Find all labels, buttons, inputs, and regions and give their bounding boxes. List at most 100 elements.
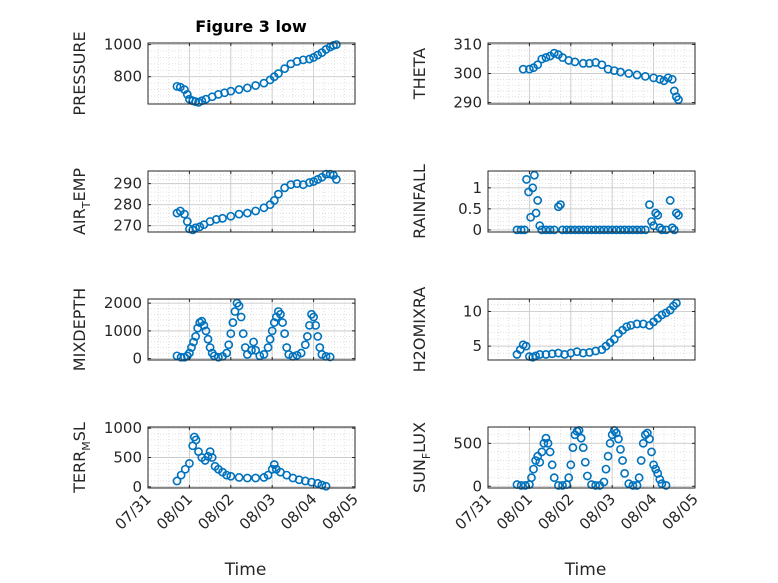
data-point — [671, 298, 681, 308]
data-point — [516, 225, 526, 235]
data-point — [541, 53, 551, 62]
data-point — [226, 86, 236, 96]
minor-grid — [487, 171, 696, 232]
y-axis-label-tail: EMP — [70, 168, 89, 202]
y-axis-label-main: AIR — [70, 208, 89, 235]
data-point — [537, 54, 547, 64]
data-point — [224, 340, 234, 350]
data-point — [269, 196, 279, 205]
data-point — [300, 476, 310, 486]
data-point — [182, 89, 192, 99]
y-axis-label-main: TERR — [70, 451, 89, 494]
data-point — [213, 352, 223, 362]
data-point — [209, 351, 219, 361]
data-point — [609, 334, 619, 344]
y-axis-label: PRESSURE — [70, 31, 89, 115]
data-point — [286, 180, 296, 190]
data-point — [547, 460, 557, 470]
data-point — [191, 223, 201, 233]
y-tick-label: 310 — [453, 35, 482, 53]
data-point — [624, 225, 634, 235]
data-point — [191, 332, 201, 341]
data-point — [218, 213, 227, 223]
data-point — [570, 225, 580, 235]
data-point — [298, 55, 308, 65]
data-point — [307, 477, 316, 487]
data-point — [558, 225, 567, 235]
y-tick-label: 0 — [132, 478, 142, 496]
data-point — [632, 481, 642, 490]
data-point — [591, 225, 601, 235]
data-point — [234, 85, 244, 94]
data-point — [578, 348, 588, 358]
data-point — [674, 210, 683, 220]
data-point — [205, 343, 215, 352]
data-point — [607, 225, 617, 235]
data-point — [578, 225, 588, 235]
data-point — [263, 470, 273, 480]
data-point — [543, 438, 553, 448]
data-point — [176, 470, 186, 480]
data-point — [284, 350, 294, 359]
y-tick-label: 280 — [113, 196, 142, 214]
data-point — [535, 350, 545, 359]
data-point — [525, 64, 534, 74]
data-point — [582, 225, 592, 235]
data-point — [531, 456, 541, 465]
data-point — [634, 473, 644, 483]
data-point — [611, 225, 621, 235]
y-tick-label: 300 — [453, 65, 482, 83]
data-point — [616, 67, 625, 77]
data-point — [599, 477, 609, 487]
data-point — [549, 473, 559, 483]
data-point — [655, 475, 665, 484]
series-markers — [512, 298, 681, 362]
data-point — [184, 348, 194, 358]
x-tick-label: 08/01 — [153, 490, 196, 533]
data-point — [234, 301, 244, 311]
data-point — [651, 464, 661, 474]
data-point — [620, 468, 630, 478]
data-point — [645, 434, 654, 444]
data-point — [570, 57, 580, 67]
data-point — [234, 209, 244, 219]
series-markers — [172, 298, 335, 362]
x-tick-label: 08/03 — [576, 490, 619, 533]
data-point — [203, 334, 213, 344]
y-tick-label: 500 — [113, 449, 142, 467]
data-point — [549, 225, 559, 235]
data-point — [222, 470, 232, 480]
data-point — [533, 60, 543, 70]
y-axis-label-tail: SL — [70, 422, 89, 441]
data-point — [587, 225, 596, 235]
data-point — [640, 225, 650, 235]
data-point — [267, 326, 277, 336]
data-point — [520, 225, 529, 235]
y-tick-label: 0 — [132, 350, 142, 368]
data-point — [636, 456, 646, 465]
data-point — [533, 196, 543, 205]
panel-air_temp: 270 280 290 AIRTEMP — [70, 168, 356, 235]
x-tick-label: 08/04 — [617, 490, 660, 533]
data-point — [249, 337, 258, 347]
series-markers — [172, 432, 331, 491]
data-point — [647, 447, 656, 457]
data-point — [269, 460, 279, 469]
panel-pressure: 800 1000 PRESSURE — [70, 31, 356, 116]
data-point — [247, 345, 256, 355]
data-point — [640, 72, 650, 81]
data-point — [267, 464, 277, 474]
data-point — [518, 64, 528, 74]
data-point — [527, 473, 536, 483]
panel-theta: 290 300 310 THETA — [410, 35, 696, 112]
data-point — [667, 74, 677, 84]
axes-box — [147, 42, 356, 105]
data-point — [236, 312, 246, 322]
x-tick-label: 08/05 — [319, 490, 362, 533]
data-point — [558, 481, 567, 490]
y-tick-label: 10 — [463, 302, 482, 320]
data-point — [189, 337, 198, 347]
data-point — [636, 225, 646, 235]
data-point — [302, 332, 312, 341]
data-point — [655, 74, 665, 84]
